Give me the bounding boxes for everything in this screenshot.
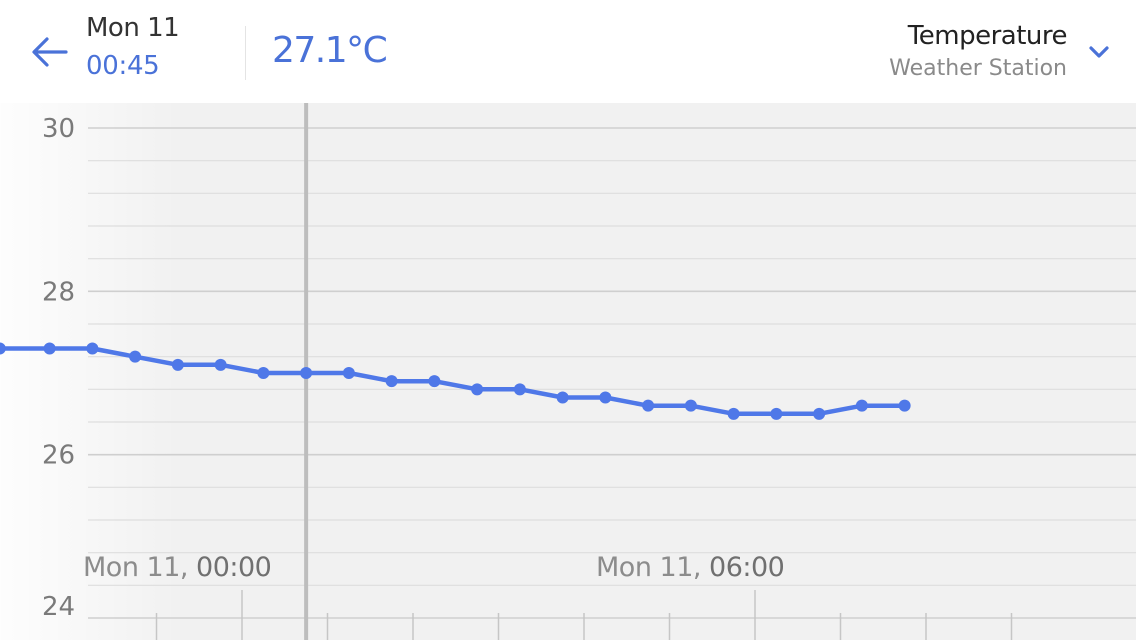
temperature-series-line xyxy=(0,346,907,417)
data-point[interactable] xyxy=(171,358,184,371)
data-point[interactable] xyxy=(385,375,398,388)
entity-selector[interactable]: Temperature Weather Station xyxy=(889,18,1067,84)
y-tick-label: 28 xyxy=(42,277,75,307)
back-button[interactable] xyxy=(22,26,76,80)
data-point[interactable] xyxy=(43,342,56,355)
selected-timestamp: Mon 11 00:45 xyxy=(86,10,180,84)
data-point[interactable] xyxy=(684,399,697,412)
entity-dropdown-button[interactable] xyxy=(1084,38,1114,66)
y-tick-label: 26 xyxy=(42,441,75,471)
data-point[interactable] xyxy=(214,358,227,371)
x-tick-label: Mon 11, 00:00 xyxy=(83,552,271,583)
data-point[interactable] xyxy=(813,407,826,420)
y-tick-label: 30 xyxy=(42,114,75,144)
data-point[interactable] xyxy=(471,383,484,396)
selected-time: 00:45 xyxy=(86,51,160,81)
data-point[interactable] xyxy=(855,399,868,412)
data-point[interactable] xyxy=(257,367,270,379)
data-point[interactable] xyxy=(300,367,313,379)
data-point[interactable] xyxy=(642,399,655,412)
x-tick-label: Mon 11, 06:00 xyxy=(596,552,784,583)
data-point[interactable] xyxy=(342,367,355,379)
arrow-left-icon xyxy=(32,37,68,67)
chart-area[interactable]: 30 28 26 24 Mon 11, 00:00 Mon 11, 06:00 xyxy=(0,103,1136,640)
current-temperature-value: 27.1°C xyxy=(272,30,388,71)
data-point[interactable] xyxy=(428,375,441,388)
data-point[interactable] xyxy=(599,391,612,404)
chevron-down-icon xyxy=(1089,46,1109,58)
data-point[interactable] xyxy=(513,383,526,396)
data-point[interactable] xyxy=(770,407,783,420)
selected-day: Mon 11 xyxy=(86,13,180,43)
data-point[interactable] xyxy=(727,407,740,420)
entity-source: Weather Station xyxy=(889,56,1067,81)
header-divider xyxy=(245,26,246,80)
data-point[interactable] xyxy=(898,399,911,412)
y-tick-label: 24 xyxy=(42,592,75,622)
data-point[interactable] xyxy=(129,350,142,363)
plot-left-fade xyxy=(0,103,178,640)
entity-name: Temperature xyxy=(907,21,1068,51)
data-point[interactable] xyxy=(556,391,569,404)
top-bar: Mon 11 00:45 27.1°C Temperature Weather … xyxy=(0,0,1136,103)
temperature-line-chart[interactable]: 30 28 26 24 Mon 11, 00:00 Mon 11, 06:00 xyxy=(0,103,1136,640)
data-point[interactable] xyxy=(0,342,6,355)
data-point[interactable] xyxy=(86,342,99,355)
plot-background xyxy=(0,103,1136,640)
